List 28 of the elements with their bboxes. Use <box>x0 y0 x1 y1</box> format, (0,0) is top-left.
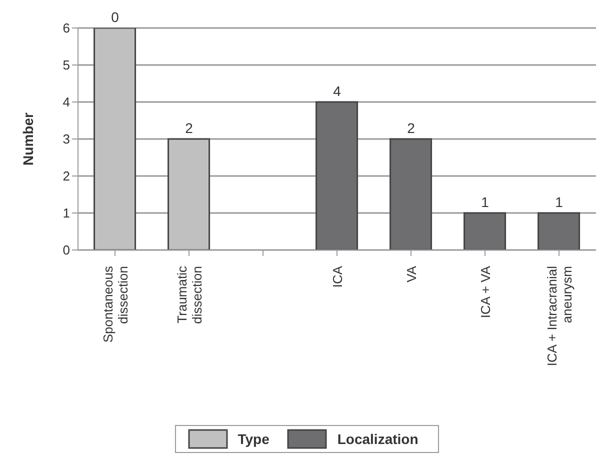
x-tick-label: Spontaneous dissection <box>100 266 130 343</box>
bar <box>94 28 136 250</box>
annotation: 0 <box>111 9 120 25</box>
y-tick-label: 5 <box>62 58 70 73</box>
bar <box>464 212 506 250</box>
legend-label: Localization <box>337 431 418 447</box>
y-tick-label: 6 <box>62 20 70 36</box>
annotation: 1 <box>481 194 490 210</box>
bar <box>538 212 580 250</box>
bar <box>390 138 432 250</box>
x-tick-label: Traumatic dissection <box>174 266 204 324</box>
annotation: 2 <box>185 120 194 136</box>
y-tick-label: 3 <box>62 132 70 147</box>
y-tick-label: 4 <box>62 94 70 110</box>
bar <box>168 138 210 250</box>
x-tick-label: ICA <box>330 266 345 288</box>
annotation: 4 <box>333 83 342 99</box>
y-axis-title: Number <box>20 112 36 166</box>
annotation: 2 <box>407 120 416 136</box>
x-tick-label: ICA + Intracranial aneurysm <box>544 266 574 366</box>
annotation: 1 <box>555 194 564 210</box>
legend-label: Type <box>238 431 270 447</box>
y-tick-label: 0 <box>62 242 70 258</box>
y-tick-label: 2 <box>62 168 70 184</box>
y-tick-label: 1 <box>62 206 70 221</box>
x-tick-label: VA <box>404 266 419 282</box>
x-tick-label: ICA + VA <box>478 266 493 318</box>
bar <box>316 101 358 250</box>
